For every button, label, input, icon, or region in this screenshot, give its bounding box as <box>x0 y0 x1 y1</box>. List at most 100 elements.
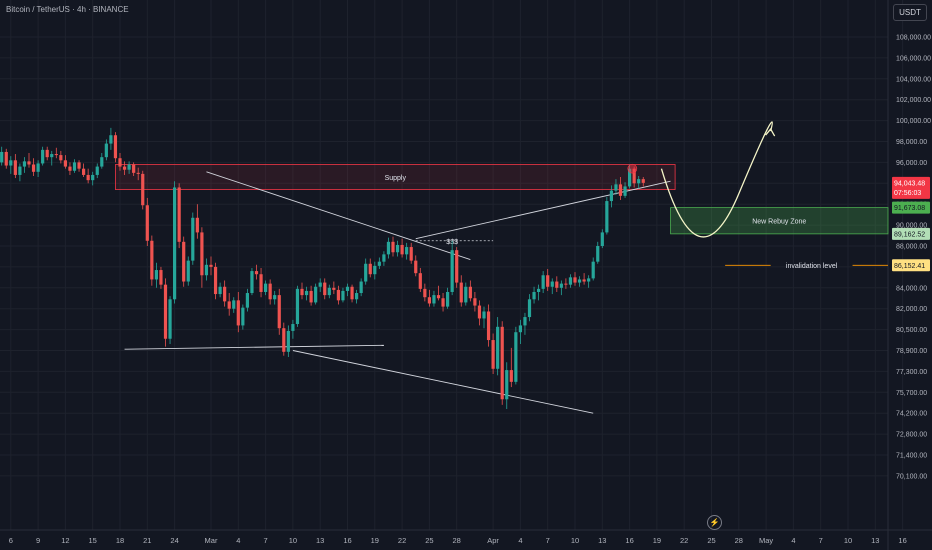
candle <box>127 164 131 170</box>
candle <box>432 295 436 304</box>
candle <box>591 261 595 279</box>
candle <box>259 274 263 292</box>
candle <box>486 311 491 341</box>
candle <box>614 184 618 191</box>
flash-icon[interactable]: ⚡ <box>707 515 722 530</box>
candle <box>59 155 63 161</box>
x-tick-label: 4 <box>518 536 522 545</box>
candle <box>550 281 554 287</box>
x-tick-label: 4 <box>791 536 795 545</box>
candle <box>309 290 313 303</box>
x-tick-label: 22 <box>680 536 688 545</box>
currency-selector[interactable]: USDT <box>893 4 927 21</box>
x-tick-label: 7 <box>264 536 268 545</box>
candle <box>423 288 427 298</box>
candle <box>45 149 49 158</box>
candle <box>277 295 281 329</box>
candle <box>91 174 95 181</box>
candle <box>641 179 645 183</box>
trendline <box>292 350 594 414</box>
candle <box>373 265 377 275</box>
supply-zone-label: Supply <box>385 175 407 182</box>
x-tick-label: 28 <box>453 536 461 545</box>
candle <box>232 300 236 309</box>
candle <box>537 288 541 292</box>
x-tick-label: 13 <box>871 536 879 545</box>
x-tick-label: Mar <box>205 536 218 545</box>
candle <box>314 286 318 303</box>
candle <box>9 160 13 166</box>
y-tick-label: 96,000.00 <box>896 160 927 167</box>
candle <box>582 279 586 282</box>
x-tick-label: 10 <box>289 536 297 545</box>
trendline <box>124 344 384 350</box>
candle <box>377 261 381 266</box>
candle <box>587 278 591 282</box>
candle <box>173 187 177 300</box>
top-marker <box>627 163 638 174</box>
candle <box>400 244 404 255</box>
candle <box>455 250 459 283</box>
candle <box>318 282 322 287</box>
x-tick-label: 22 <box>398 536 406 545</box>
x-tick-label: 9 <box>36 536 40 545</box>
y-tick-label: 82,000.00 <box>896 306 927 313</box>
candle <box>132 164 136 173</box>
candle <box>82 168 86 175</box>
candle <box>336 289 340 301</box>
candle <box>628 168 632 187</box>
candle <box>527 299 532 318</box>
candle <box>450 250 454 292</box>
x-tick-label: 24 <box>170 536 178 545</box>
candle <box>268 283 272 300</box>
y-tick-label: 74,200.00 <box>896 411 927 418</box>
x-tick-label: 19 <box>653 536 661 545</box>
candle <box>468 286 472 299</box>
candle <box>541 275 545 289</box>
candle <box>209 264 213 267</box>
candle <box>441 298 445 307</box>
candle <box>113 135 118 159</box>
trendline <box>206 171 471 261</box>
x-tick-label: 7 <box>819 536 823 545</box>
candle <box>195 217 199 233</box>
candle <box>382 254 386 262</box>
last-price-label: 94,043.48 <box>894 180 925 187</box>
candle <box>355 293 359 300</box>
y-tick-label: 108,000.00 <box>896 35 931 42</box>
candle <box>491 340 495 369</box>
y-tick-label: 90,000.00 <box>896 223 927 230</box>
candle <box>204 264 209 276</box>
invalidation-label: invalidation level <box>786 263 838 270</box>
candle <box>514 332 518 382</box>
candle <box>477 305 482 319</box>
candle <box>418 273 422 289</box>
candle <box>273 295 277 300</box>
candle <box>31 164 36 172</box>
candle <box>505 370 509 400</box>
y-tick-label: 72,800.00 <box>896 432 927 439</box>
candle <box>300 288 304 296</box>
candle <box>323 282 327 296</box>
x-tick-label: 6 <box>9 536 13 545</box>
candle <box>555 281 559 288</box>
rebuy-bottom-label-bg <box>892 227 930 240</box>
candle <box>482 311 486 319</box>
candle <box>159 270 163 285</box>
candle <box>332 287 336 290</box>
x-tick-label: 19 <box>371 536 379 545</box>
x-tick-label: 16 <box>898 536 906 545</box>
candle <box>118 158 122 167</box>
candle <box>50 154 54 158</box>
candle <box>27 161 31 165</box>
candle <box>168 299 172 339</box>
x-tick-label: 25 <box>707 536 715 545</box>
y-tick-label: 88,000.00 <box>896 244 927 251</box>
candle <box>632 168 636 184</box>
candle <box>637 179 641 184</box>
candle <box>391 241 395 253</box>
candle <box>345 286 350 291</box>
candle <box>36 163 40 172</box>
candle <box>4 151 8 166</box>
